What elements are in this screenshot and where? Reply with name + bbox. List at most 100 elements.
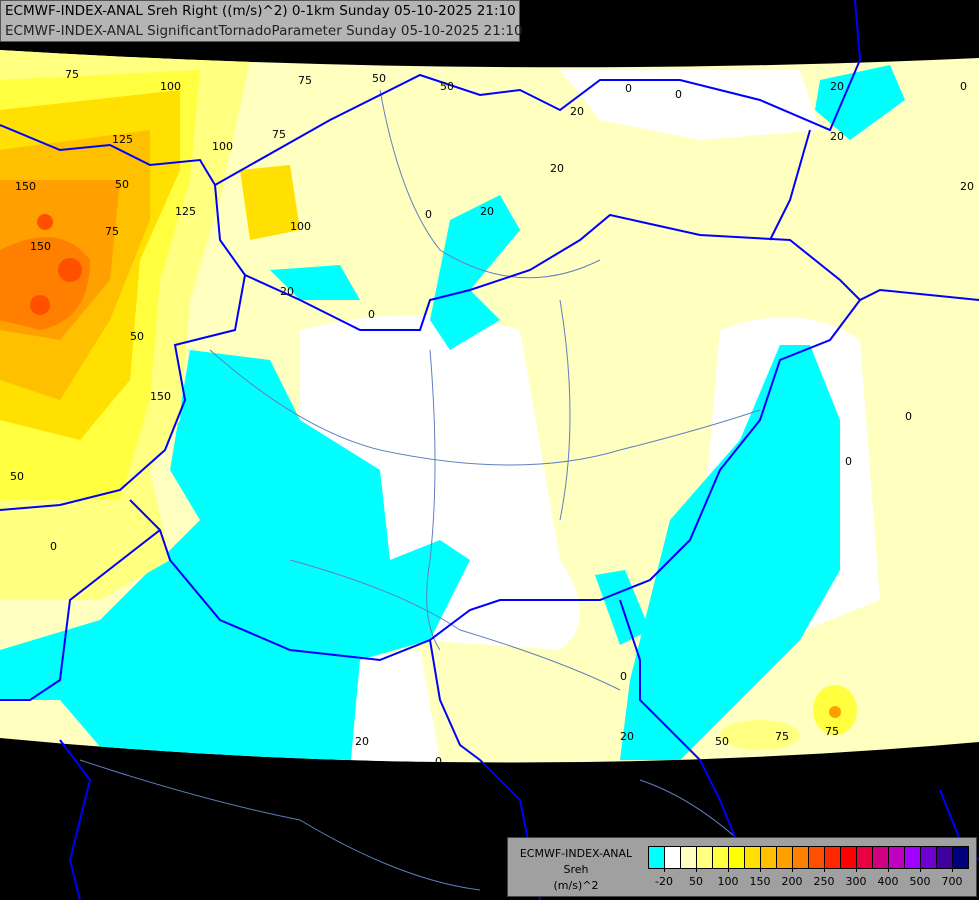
contour-label: 75 — [105, 225, 119, 238]
legend-tick-label: 100 — [717, 875, 739, 888]
legend-swatch — [665, 847, 681, 868]
legend-swatch — [889, 847, 905, 868]
field-cyan — [0, 350, 470, 763]
contour-label: 0 — [435, 755, 442, 768]
contour-label: 100 — [290, 220, 311, 233]
contour-label: 20 — [355, 735, 369, 748]
field-cyan — [270, 265, 360, 300]
contour-label: 125 — [112, 133, 133, 146]
legend-tick-label: 500 — [909, 875, 931, 888]
contour-label: 20 — [570, 105, 584, 118]
legend-swatches — [648, 846, 969, 869]
contour-label: 150 — [15, 180, 36, 193]
contour-label: 0 — [625, 82, 632, 95]
legend-swatch — [857, 847, 873, 868]
contour-label: 20 — [960, 180, 974, 193]
legend-swatch — [761, 847, 777, 868]
contour-label: 50 — [440, 80, 454, 93]
contour-label: 20 — [280, 285, 294, 298]
legend-swatch — [809, 847, 825, 868]
contour-label: 75 — [272, 128, 286, 141]
contour-label: 0 — [905, 410, 912, 423]
contour-label: 100 — [160, 80, 181, 93]
title-line-2: ECMWF-INDEX-ANAL SignificantTornadoParam… — [5, 23, 523, 39]
legend-tick — [952, 868, 953, 872]
legend-variable: Sreh — [563, 863, 589, 876]
contour-label: 150 — [30, 240, 51, 253]
legend-tick-label: 700 — [941, 875, 963, 888]
legend-swatch — [937, 847, 953, 868]
legend-swatch — [825, 847, 841, 868]
legend-swatch — [697, 847, 713, 868]
legend-tick-label: 400 — [877, 875, 899, 888]
field-white — [560, 70, 820, 140]
legend-tick-label: 50 — [689, 875, 703, 888]
color-legend: ECMWF-INDEX-ANAL Sreh (m/s)^2 -20 50 100 15… — [507, 837, 977, 897]
legend-tick — [920, 868, 921, 872]
legend-swatch — [905, 847, 921, 868]
contour-label: 20 — [620, 730, 634, 743]
legend-swatch — [841, 847, 857, 868]
contour-label: 0 — [620, 670, 627, 683]
contour-label: 20 — [830, 80, 844, 93]
legend-tick — [888, 868, 889, 872]
contour-label: 50 — [372, 72, 386, 85]
contour-label: 125 — [175, 205, 196, 218]
legend-swatch — [729, 847, 745, 868]
legend-tick — [664, 868, 665, 872]
legend-tick-label: 250 — [813, 875, 835, 888]
legend-tick — [728, 868, 729, 872]
field-cyan — [815, 65, 905, 140]
map-title-box: ECMWF-INDEX-ANAL Sreh Right ((m/s)^2) 0-… — [0, 0, 523, 42]
legend-tick — [792, 868, 793, 872]
legend-tick — [696, 868, 697, 872]
legend-tick-label: -20 — [655, 875, 673, 888]
legend-tick-label: 300 — [845, 875, 867, 888]
field-yellow — [720, 720, 800, 750]
legend-swatch — [777, 847, 793, 868]
field-cyan — [620, 345, 840, 760]
legend-tick-label: 200 — [781, 875, 803, 888]
contour-label: 150 — [150, 390, 171, 403]
field-red — [30, 295, 50, 315]
legend-tick — [760, 868, 761, 872]
legend-swatch — [649, 847, 665, 868]
legend-ticks: -20 50 100 150 200 250 300 400 500 700 — [648, 868, 970, 888]
contour-label: 0 — [50, 540, 57, 553]
legend-tick — [856, 868, 857, 872]
field-red — [37, 214, 53, 230]
contour-label: 0 — [425, 208, 432, 221]
contour-label: 0 — [845, 455, 852, 468]
legend-tick-label: 150 — [749, 875, 771, 888]
contour-label: 20 — [830, 130, 844, 143]
contour-label: 75 — [65, 68, 79, 81]
contour-label: 50 — [115, 178, 129, 191]
legend-model: ECMWF-INDEX-ANAL — [519, 847, 633, 860]
legend-swatch — [793, 847, 809, 868]
contour-label: 20 — [480, 205, 494, 218]
legend-swatch — [873, 847, 889, 868]
field-red — [58, 258, 82, 282]
contour-label: 0 — [960, 80, 967, 93]
legend-unit: (m/s)^2 — [553, 879, 599, 892]
legend-swatch — [713, 847, 729, 868]
legend-swatch — [921, 847, 937, 868]
contour-label: 100 — [212, 140, 233, 153]
contour-label: 75 — [298, 74, 312, 87]
title-line-1: ECMWF-INDEX-ANAL Sreh Right ((m/s)^2) 0-… — [5, 3, 516, 19]
contour-label: 50 — [10, 470, 24, 483]
field-yellow — [240, 165, 300, 240]
contour-label: 0 — [368, 308, 375, 321]
field-cyan — [430, 195, 520, 350]
contour-label: 75 — [775, 730, 789, 743]
contour-labels: 75 100 50 50 20 0 0 20 0 20 75 75 125 150 100 75 50 125 10… — [10, 68, 974, 768]
legend-swatch — [681, 847, 697, 868]
contour-label: 75 — [825, 725, 839, 738]
contour-label: 20 — [550, 162, 564, 175]
legend-tick — [824, 868, 825, 872]
legend-swatch — [745, 847, 761, 868]
contour-label: 50 — [715, 735, 729, 748]
legend-swatch — [953, 847, 968, 868]
